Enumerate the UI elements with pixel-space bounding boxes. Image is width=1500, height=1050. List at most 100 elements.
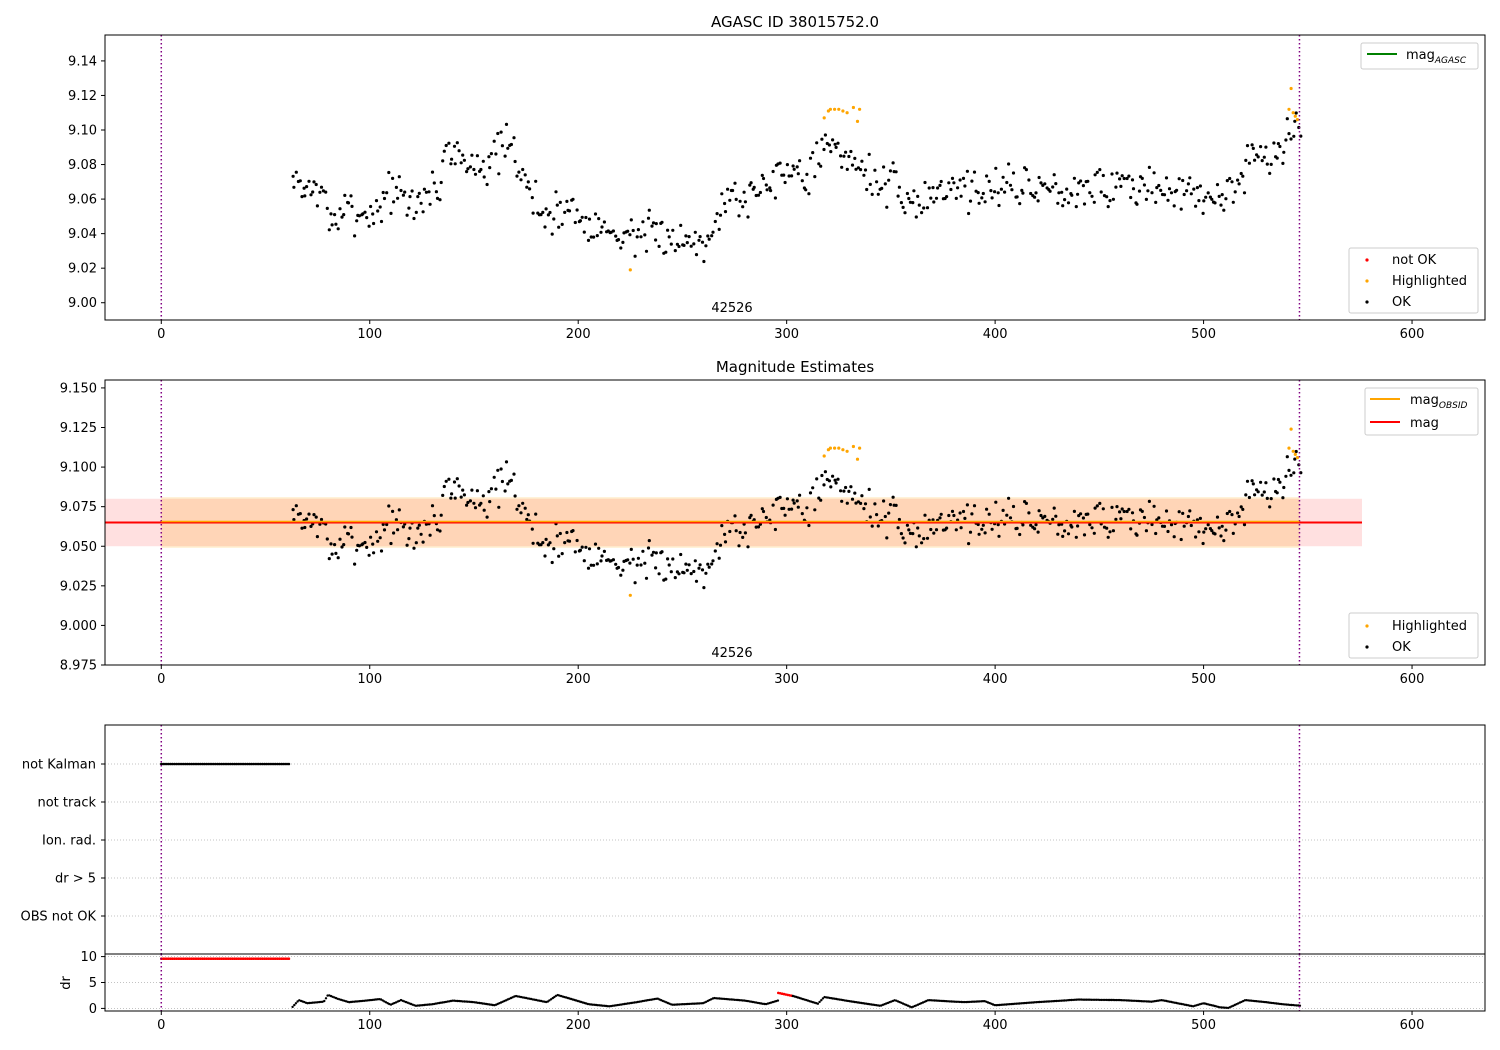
ok-point: [927, 186, 931, 190]
ok-point: [1262, 490, 1266, 494]
dr-point: [720, 997, 723, 1000]
ok-point: [993, 190, 997, 194]
ok-point: [1247, 495, 1251, 500]
dr-point: [1105, 998, 1108, 1002]
ok-point: [704, 244, 708, 248]
ok-point: [704, 571, 708, 575]
ok-point: [1115, 505, 1119, 509]
ok-point: [867, 487, 871, 491]
legend-marker-highlighted: [1365, 279, 1369, 283]
ok-point: [700, 240, 705, 244]
ok-point: [1130, 178, 1135, 182]
ok-point: [741, 535, 745, 540]
ok-point: [575, 538, 579, 543]
ok-point: [543, 225, 547, 229]
ok-point: [977, 532, 981, 536]
dr-point: [816, 1002, 820, 1005]
ok-point: [1061, 534, 1065, 539]
dr-high-point: [205, 957, 208, 960]
dr-point: [946, 1000, 950, 1003]
ok-point: [389, 541, 393, 546]
x-tick-label: 100: [357, 1018, 382, 1033]
ok-point: [970, 512, 974, 516]
ok-point: [292, 185, 296, 189]
ok-point: [619, 573, 623, 577]
ok-point: [965, 503, 970, 507]
ok-point: [1202, 199, 1206, 203]
dr-high-point: [281, 957, 285, 960]
x-tick-label: 0: [157, 327, 165, 342]
ok-point: [773, 527, 778, 532]
ok-point: [412, 216, 416, 221]
dr-high-point: [268, 957, 272, 960]
ok-point: [453, 496, 457, 500]
ok-point: [633, 581, 637, 585]
ok-point: [925, 536, 930, 540]
ok-point: [457, 484, 461, 488]
ok-point: [621, 568, 625, 572]
ok-point: [641, 220, 645, 224]
ok-point: [334, 222, 338, 226]
ok-point: [1144, 529, 1148, 533]
ok-point: [1070, 193, 1074, 197]
ok-point: [677, 572, 681, 576]
ok-point: [385, 191, 389, 195]
legend-box: [1348, 247, 1479, 314]
ok-point: [1099, 190, 1103, 194]
ok-point: [482, 175, 486, 179]
ok-point: [999, 187, 1004, 191]
ok-point: [614, 562, 618, 566]
ok-point: [369, 204, 373, 209]
ok-point: [997, 203, 1001, 208]
ok-point: [715, 542, 719, 546]
ok-point: [679, 552, 683, 557]
ok-point: [350, 204, 354, 208]
ok-point: [1251, 146, 1255, 150]
y-tick-label: 5: [89, 976, 97, 991]
dr-point: [1096, 998, 1100, 1001]
ok-point: [817, 496, 821, 500]
ok-point: [340, 215, 344, 219]
dr-point: [1285, 1003, 1288, 1006]
ok-point: [963, 516, 967, 521]
ok-point: [371, 212, 375, 216]
ok-point: [765, 188, 769, 192]
dr-point: [976, 1000, 980, 1003]
ok-point: [1098, 501, 1102, 505]
ok-point: [1222, 208, 1226, 212]
ok-point: [1241, 507, 1245, 511]
ok-point: [379, 549, 384, 553]
ok-point: [1127, 174, 1131, 178]
ok-point: [571, 529, 575, 533]
ok-point: [791, 498, 795, 502]
ok-point: [901, 205, 905, 209]
dr-point: [818, 1000, 821, 1004]
ok-point: [396, 528, 400, 532]
ok-point: [923, 513, 927, 517]
ok-point: [315, 535, 319, 539]
dr-point: [950, 1000, 953, 1003]
ok-point: [1276, 142, 1280, 146]
ok-point: [565, 530, 569, 535]
ok-point: [396, 196, 400, 200]
ok-point: [790, 507, 794, 511]
ok-point: [692, 242, 696, 246]
ok-point: [435, 528, 440, 532]
ok-point: [1219, 203, 1223, 207]
ok-point: [811, 486, 815, 490]
ok-point: [597, 217, 601, 221]
ok-point: [1129, 527, 1133, 531]
ok-point: [1108, 530, 1112, 534]
dr-point: [416, 1004, 419, 1007]
ok-point: [472, 167, 476, 172]
ok-point: [782, 506, 786, 510]
dr-gridlines: [105, 956, 1485, 1009]
dr-high-point: [250, 957, 253, 960]
ok-point: [525, 517, 529, 522]
dr-point: [966, 1000, 970, 1004]
ok-point: [470, 488, 474, 492]
y-tick-label: 9.06: [68, 193, 97, 208]
ok-point: [1140, 509, 1144, 513]
ok-point: [1224, 197, 1228, 201]
ok-point: [626, 229, 630, 233]
